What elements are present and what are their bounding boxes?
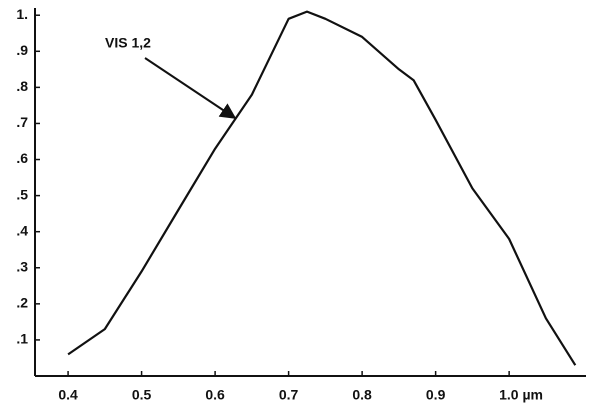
- annotation-arrow: [144, 57, 237, 119]
- x-tick-label: 0.5: [132, 387, 152, 403]
- y-tick-label: .8: [16, 78, 28, 94]
- y-tick-label: 1.: [16, 6, 28, 22]
- y-tick-label: .6: [16, 150, 28, 166]
- x-tick-label: 0.6: [205, 387, 225, 403]
- x-tick-label: 0.4: [58, 387, 78, 403]
- y-tick-label: .2: [16, 295, 28, 311]
- y-tick-label: .7: [16, 114, 28, 130]
- y-tick-label: .3: [16, 258, 28, 274]
- y-tick-label: .1: [16, 331, 28, 347]
- x-tick-label: 0.9: [426, 387, 446, 403]
- y-tick-label: .4: [16, 222, 28, 238]
- y-tick-label: .9: [16, 42, 28, 58]
- annotation: VIS 1,2: [105, 35, 151, 51]
- y-tick-label: .5: [16, 186, 28, 202]
- x-tick-label: 0.7: [279, 387, 299, 403]
- x-tick-label: 0.8: [352, 387, 372, 403]
- line: [67, 10, 577, 366]
- x-tick-label: 1.0 µm: [499, 387, 543, 403]
